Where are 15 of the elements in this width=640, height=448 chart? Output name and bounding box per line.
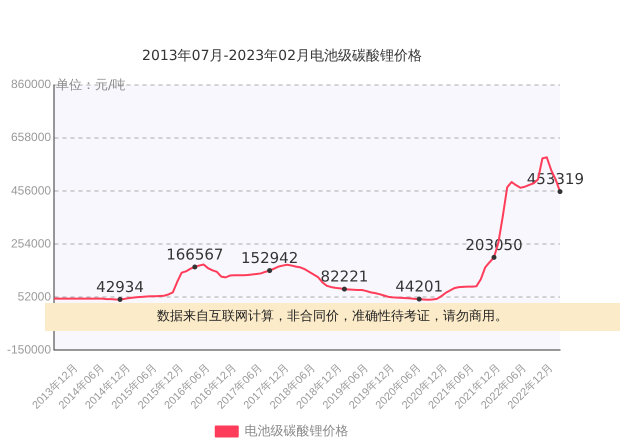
legend-label: 电池级碳酸锂价格 bbox=[244, 423, 348, 438]
data-label: 82221 bbox=[320, 268, 368, 286]
y-axis-title: 单位：元/吨 bbox=[56, 78, 126, 94]
y-tick-label: 456000 bbox=[10, 183, 52, 198]
data-label: 152942 bbox=[240, 248, 298, 267]
notice-banner: 数据来自互联网计算，非合同价，准确性待考证，请勿商用。 bbox=[45, 303, 620, 331]
y-tick-label: 860000 bbox=[10, 77, 52, 92]
y-tick-label: -150000 bbox=[6, 342, 52, 356]
y-tick-label: 254000 bbox=[10, 236, 52, 250]
chart-title: 2013年07月-2023年02月电池级碳酸锂价格 bbox=[142, 48, 422, 64]
data-label: 166567 bbox=[166, 245, 224, 264]
data-label: 44201 bbox=[395, 278, 444, 296]
y-tick-label: 52000 bbox=[18, 289, 52, 304]
data-label: 42934 bbox=[96, 278, 144, 296]
y-tick-label: 658000 bbox=[10, 130, 52, 144]
